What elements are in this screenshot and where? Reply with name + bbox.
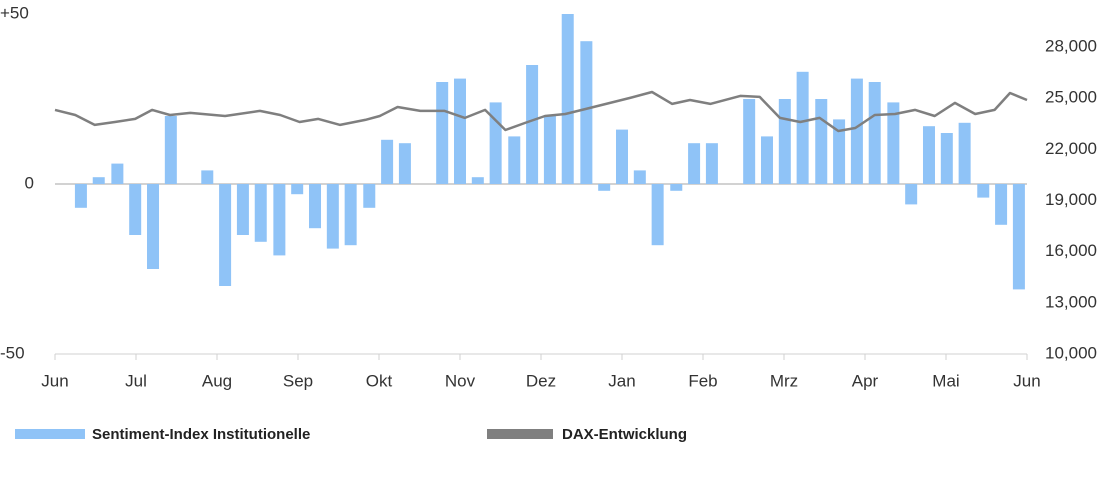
bar bbox=[833, 119, 846, 184]
y2-tick-label: 16,000 bbox=[1045, 241, 1097, 260]
bar bbox=[616, 129, 628, 184]
bar bbox=[436, 82, 449, 184]
bar bbox=[309, 184, 322, 229]
y2-tick-label: 25,000 bbox=[1045, 88, 1097, 107]
bar bbox=[633, 170, 646, 184]
bar bbox=[92, 177, 105, 184]
legend-swatch bbox=[487, 429, 553, 439]
bar bbox=[598, 184, 611, 191]
bar bbox=[995, 184, 1008, 225]
bar bbox=[543, 116, 556, 184]
bar bbox=[815, 99, 828, 184]
legend-text: DAX-Entwicklung bbox=[562, 426, 687, 443]
y-tick-label: +50 bbox=[0, 3, 29, 22]
bar bbox=[887, 102, 900, 184]
bar bbox=[454, 78, 466, 184]
bar bbox=[254, 184, 267, 242]
bar bbox=[273, 184, 286, 256]
x-tick-label: Dez bbox=[526, 371, 556, 390]
bar bbox=[344, 184, 357, 246]
x-tick-label: Jan bbox=[608, 371, 635, 390]
bar bbox=[201, 170, 214, 184]
bar bbox=[236, 184, 249, 235]
bar bbox=[580, 41, 593, 185]
line bbox=[54, 90, 1028, 133]
bar bbox=[651, 184, 664, 246]
x-tick-label: Sep bbox=[283, 371, 313, 390]
x-tick-label: Mai bbox=[932, 371, 959, 390]
bar bbox=[74, 184, 87, 208]
x-tick-label: Apr bbox=[852, 371, 879, 390]
bar bbox=[219, 184, 232, 286]
bar bbox=[905, 184, 918, 205]
x-tick-label: Okt bbox=[366, 371, 393, 390]
bar bbox=[381, 139, 394, 184]
bar bbox=[526, 65, 539, 184]
bar bbox=[291, 184, 304, 195]
y2-tick-label: 13,000 bbox=[1045, 292, 1097, 311]
y-tick-label: 0 bbox=[25, 173, 34, 192]
bar bbox=[129, 184, 142, 235]
bar bbox=[398, 143, 411, 184]
x-tick-label: Jun bbox=[41, 371, 68, 390]
bar bbox=[688, 143, 701, 184]
legend-text: Sentiment-Index Institutionelle bbox=[92, 426, 310, 443]
bar bbox=[760, 136, 773, 184]
y2-tick-label: 10,000 bbox=[1045, 343, 1097, 362]
bar bbox=[940, 133, 953, 184]
x-tick-label: Aug bbox=[202, 371, 232, 390]
bar bbox=[778, 99, 791, 184]
y-tick-label: -50 bbox=[0, 343, 25, 362]
y2-tick-label: 22,000 bbox=[1045, 139, 1097, 158]
x-tick-label: Nov bbox=[445, 371, 476, 390]
y2-tick-label: 28,000 bbox=[1045, 36, 1097, 55]
x-tick-label: Mrz bbox=[770, 371, 798, 390]
bar bbox=[1012, 184, 1025, 290]
bar bbox=[363, 184, 376, 208]
bar bbox=[471, 177, 484, 184]
x-tick-label: Feb bbox=[688, 371, 717, 390]
y2-tick-label: 19,000 bbox=[1045, 190, 1097, 209]
bar bbox=[850, 78, 863, 184]
bar bbox=[705, 143, 718, 184]
bar bbox=[164, 116, 177, 184]
bar bbox=[796, 71, 809, 184]
bar bbox=[958, 122, 971, 184]
x-tick-label: Jun bbox=[1013, 371, 1040, 390]
bar bbox=[670, 184, 683, 191]
bar bbox=[922, 126, 935, 184]
bar bbox=[977, 184, 990, 198]
bar bbox=[868, 82, 881, 184]
legend-swatch bbox=[15, 429, 85, 439]
bar bbox=[326, 184, 339, 249]
bar bbox=[111, 163, 124, 184]
bar bbox=[561, 14, 574, 184]
bar bbox=[743, 99, 756, 184]
bar bbox=[508, 136, 521, 184]
bar bbox=[147, 184, 160, 269]
x-tick-label: Jul bbox=[125, 371, 147, 390]
